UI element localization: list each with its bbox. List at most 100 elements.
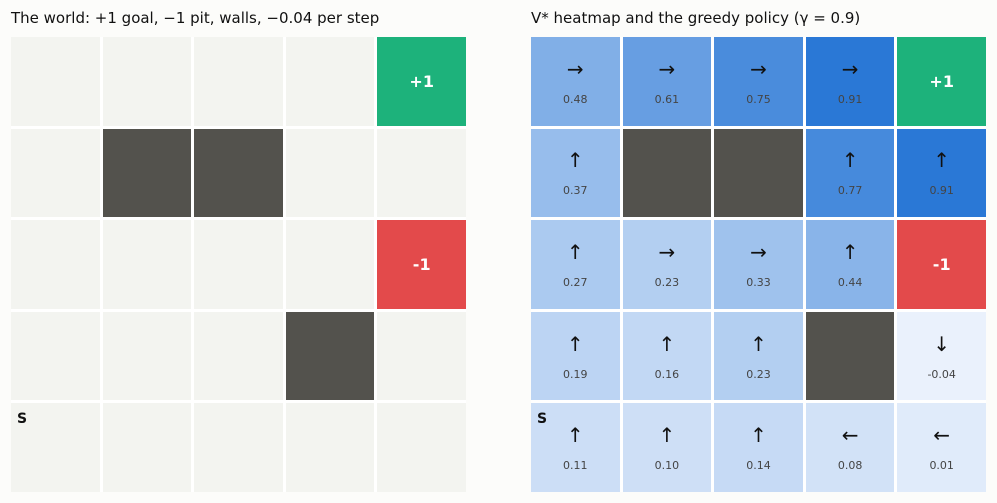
state-value: 0.91 — [837, 92, 863, 106]
world-cell-r1c4 — [377, 128, 466, 218]
state-value: 0.19 — [563, 367, 588, 381]
heat-cell-r0c0: → 0.48 — [531, 37, 620, 126]
wall-cell-r1c1 — [102, 128, 192, 218]
heat-cell-r0c3: → 0.91 — [805, 37, 895, 126]
policy-arrow-icon: → — [841, 56, 859, 81]
world-cell-r3c0 — [11, 311, 100, 401]
pit-cell: -1 — [377, 220, 466, 309]
state-value: 0.44 — [837, 275, 863, 289]
state-value: 0.23 — [746, 367, 771, 381]
policy-arrow-icon: ← — [933, 423, 951, 448]
heat-cell-r1c4: ↑ 0.91 — [897, 128, 986, 218]
heat-cell-r1c3: ↑ 0.77 — [805, 128, 895, 218]
heat-cell-r2c1: → 0.23 — [622, 220, 712, 309]
world-cell-r0c1 — [102, 37, 192, 126]
heat-cell-r3c2: ↑ 0.23 — [714, 311, 803, 401]
heat-cell-r3c1: ↑ 0.16 — [622, 311, 712, 401]
heat-cell-r2c0: ↑ 0.27 — [531, 220, 620, 309]
wall-cell-r1c2 — [194, 128, 283, 218]
heat-cell-r0c1: → 0.61 — [622, 37, 712, 126]
heat-goal-cell: +1 — [897, 37, 986, 126]
policy-arrow-icon: ↑ — [566, 423, 584, 448]
state-value: -0.04 — [927, 367, 956, 381]
state-value: 0.61 — [654, 92, 680, 106]
world-cell-r4c1 — [102, 403, 192, 492]
heat-cell-r1c0: ↑ 0.37 — [531, 128, 620, 218]
heat-cell-r3c4: ↓ -0.04 — [897, 311, 986, 401]
start-label: S — [17, 411, 28, 428]
world-cell-r1c3 — [285, 128, 375, 218]
heat-cell-r4c0: S ↑ 0.11 — [531, 403, 620, 492]
world-cell-r3c1 — [102, 311, 192, 401]
policy-arrow-icon: → — [658, 239, 676, 264]
policy-arrow-icon: ↑ — [841, 148, 859, 173]
heat-cell-r2c2: → 0.33 — [714, 220, 803, 309]
state-value: 0.33 — [746, 275, 771, 289]
heat-wall-cell-r1c1 — [622, 128, 712, 218]
start-cell: S — [11, 403, 100, 492]
policy-arrow-icon: ↑ — [658, 423, 676, 448]
state-value: 0.37 — [563, 184, 588, 198]
world-grid: +1 -1 S — [11, 37, 466, 492]
state-value: 0.14 — [746, 459, 771, 473]
world-cell-r4c2 — [194, 403, 283, 492]
world-cell-r2c1 — [102, 220, 192, 309]
heat-cell-r0c2: → 0.75 — [714, 37, 803, 126]
state-value: 0.11 — [563, 459, 588, 473]
policy-arrow-icon: ↑ — [750, 423, 767, 448]
heat-cell-r4c4: ← 0.01 — [897, 403, 986, 492]
policy-arrow-icon: → — [750, 239, 767, 264]
policy-arrow-icon: → — [658, 56, 676, 81]
policy-arrow-icon: → — [566, 56, 584, 81]
heatmap-panel-title: V* heatmap and the greedy policy (γ = 0.… — [531, 9, 861, 27]
world-cell-r4c4 — [377, 403, 466, 492]
policy-arrow-icon: ↑ — [566, 239, 584, 264]
heat-wall-cell-r3c3 — [805, 311, 895, 401]
state-value: 0.16 — [654, 367, 680, 381]
heat-cell-r2c3: ↑ 0.44 — [805, 220, 895, 309]
state-value: 0.75 — [746, 92, 771, 106]
state-value: 0.91 — [929, 184, 954, 198]
policy-arrow-icon: ↑ — [566, 331, 584, 356]
pit-label: -1 — [412, 254, 431, 274]
state-value: 0.48 — [563, 92, 588, 106]
world-cell-r0c3 — [285, 37, 375, 126]
state-value: 0.01 — [929, 459, 954, 473]
world-panel-title: The world: +1 goal, −1 pit, walls, −0.04… — [11, 9, 380, 27]
policy-arrow-icon: ↑ — [750, 331, 767, 356]
world-cell-r0c2 — [194, 37, 283, 126]
world-cell-r2c2 — [194, 220, 283, 309]
goal-label: +1 — [929, 71, 954, 91]
heat-cell-r4c3: ← 0.08 — [805, 403, 895, 492]
policy-arrow-icon: ↑ — [658, 331, 676, 356]
policy-arrow-icon: ↑ — [933, 148, 951, 173]
goal-label: +1 — [409, 71, 434, 91]
policy-arrow-icon: → — [750, 56, 767, 81]
heat-pit-cell: -1 — [897, 220, 986, 309]
goal-cell: +1 — [377, 37, 466, 126]
pit-label: -1 — [932, 254, 951, 274]
policy-arrow-icon: ↑ — [841, 239, 859, 264]
heat-wall-cell-r1c2 — [714, 128, 803, 218]
state-value: 0.10 — [654, 459, 680, 473]
state-value: 0.77 — [837, 184, 863, 198]
heat-cell-r4c2: ↑ 0.14 — [714, 403, 803, 492]
policy-arrow-icon: ↓ — [933, 331, 951, 356]
heat-cell-r4c1: ↑ 0.10 — [622, 403, 712, 492]
wall-cell-r3c3 — [285, 311, 375, 401]
state-value: 0.27 — [563, 275, 588, 289]
heat-cell-r3c0: ↑ 0.19 — [531, 311, 620, 401]
world-cell-r3c2 — [194, 311, 283, 401]
state-value: 0.23 — [654, 275, 680, 289]
world-cell-r4c3 — [285, 403, 375, 492]
world-cell-r2c0 — [11, 220, 100, 309]
policy-arrow-icon: ← — [841, 423, 859, 448]
policy-arrow-icon: ↑ — [566, 148, 584, 173]
world-cell-r1c0 — [11, 128, 100, 218]
heat-start-label: S — [537, 411, 548, 428]
world-cell-r0c0 — [11, 37, 100, 126]
world-cell-r3c4 — [377, 311, 466, 401]
value-heatmap-grid: → 0.48 → 0.61 → 0.75 → 0.91 +1 ↑ 0.37 ↑ 0.77 ↑ 0.91 ↑ 0.… — [531, 37, 986, 492]
state-value: 0.08 — [837, 459, 863, 473]
world-cell-r2c3 — [285, 220, 375, 309]
